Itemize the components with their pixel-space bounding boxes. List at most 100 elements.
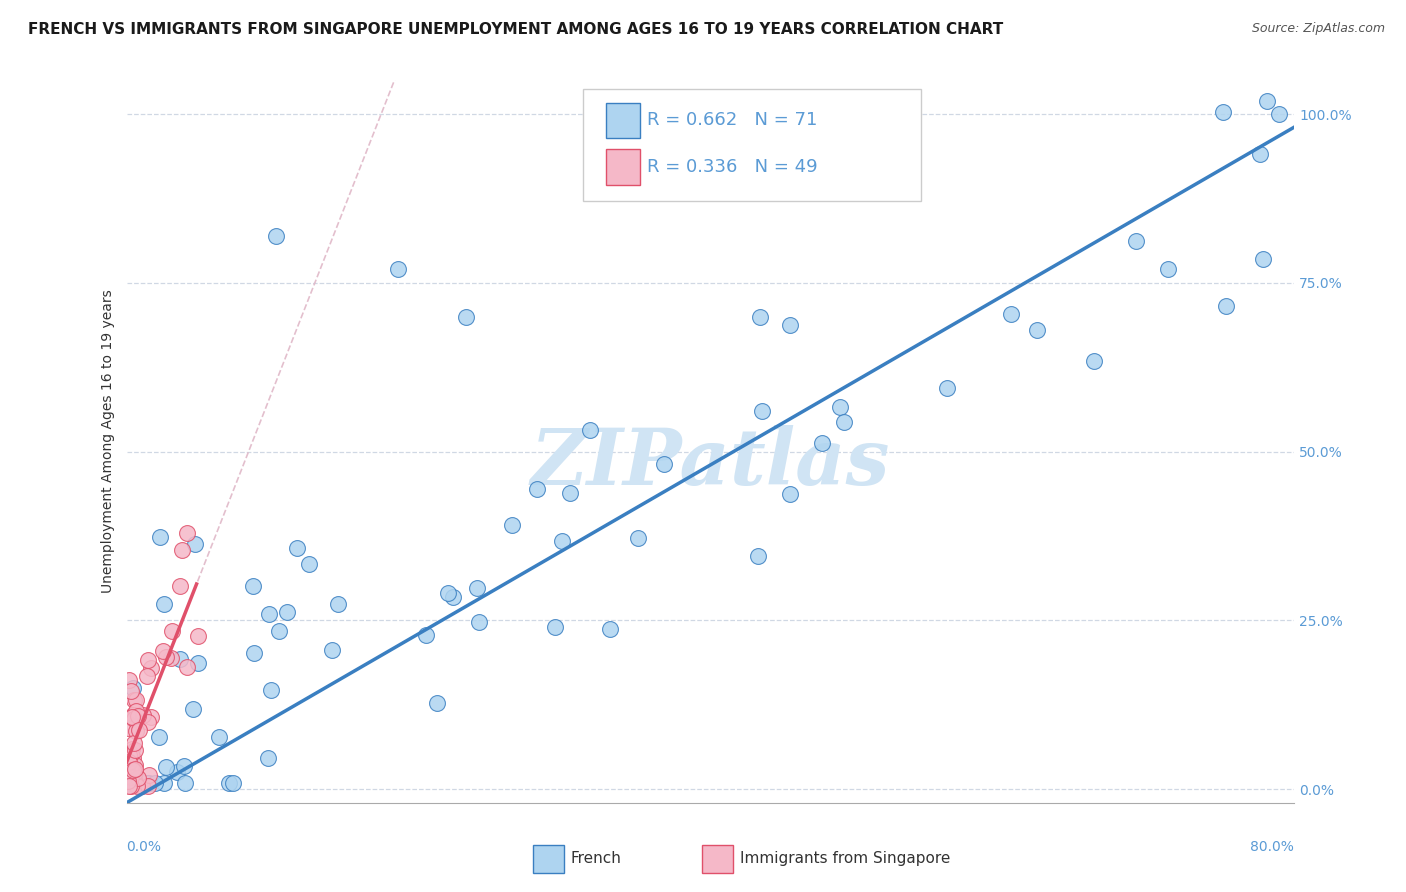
Point [468, 615, 491, 629]
Point [118, 774, 141, 789]
Point [124, 743, 146, 757]
Point [148, 730, 170, 744]
Text: ZIPatlas: ZIPatlas [530, 425, 890, 501]
Point [285, 541, 308, 555]
Point [751, 404, 773, 418]
Point [160, 650, 183, 665]
Point [121, 710, 143, 724]
Point [501, 518, 523, 533]
Point [811, 435, 834, 450]
Point [264, 228, 287, 243]
Point [118, 747, 141, 762]
Point [415, 628, 437, 642]
Point [132, 708, 155, 723]
Point [174, 775, 197, 789]
Point [578, 423, 600, 437]
Point [139, 660, 162, 674]
Point [1125, 234, 1147, 248]
Point [121, 742, 143, 756]
Point [321, 643, 343, 657]
Point [1000, 307, 1022, 321]
Point [176, 525, 198, 540]
Point [118, 673, 141, 687]
Point [120, 779, 142, 793]
Point [1215, 300, 1237, 314]
Point [127, 779, 149, 793]
Text: 80.0%: 80.0% [1250, 840, 1294, 854]
Point [131, 779, 153, 793]
Text: Immigrants from Singapore: Immigrants from Singapore [740, 851, 950, 865]
Point [208, 731, 231, 745]
Point [138, 775, 160, 789]
Point [124, 765, 146, 780]
Point [936, 381, 959, 395]
Point [276, 605, 298, 619]
Point [652, 457, 675, 471]
Point [1157, 262, 1180, 277]
Point [138, 653, 160, 667]
Point [183, 537, 205, 551]
Point [125, 723, 148, 738]
Point [256, 751, 278, 765]
Point [117, 774, 139, 789]
Point [166, 765, 188, 780]
Point [387, 262, 409, 277]
Point [326, 597, 349, 611]
Point [162, 624, 184, 639]
Point [441, 590, 464, 604]
Point [169, 651, 191, 665]
Point [121, 763, 143, 777]
Point [1026, 323, 1049, 337]
Point [136, 714, 159, 729]
Point [122, 775, 145, 789]
Point [779, 318, 801, 332]
Point [467, 581, 489, 595]
Point [269, 624, 291, 638]
Text: French: French [571, 851, 621, 865]
Point [1253, 252, 1275, 267]
Point [122, 707, 145, 722]
Point [187, 629, 209, 643]
Point [124, 758, 146, 772]
Text: R = 0.336   N = 49: R = 0.336 N = 49 [647, 158, 817, 176]
Point [117, 721, 139, 735]
Point [124, 712, 146, 726]
Point [155, 650, 177, 665]
Point [169, 579, 191, 593]
Point [298, 557, 321, 571]
Point [747, 549, 769, 563]
Point [120, 684, 142, 698]
Point [454, 310, 477, 324]
Point [120, 760, 142, 774]
Text: FRENCH VS IMMIGRANTS FROM SINGAPORE UNEMPLOYMENT AMONG AGES 16 TO 19 YEARS CORRE: FRENCH VS IMMIGRANTS FROM SINGAPORE UNEM… [28, 22, 1004, 37]
Point [558, 486, 581, 500]
Point [1083, 353, 1105, 368]
Point [1268, 107, 1291, 121]
Point [122, 751, 145, 765]
Point [124, 762, 146, 776]
Text: Source: ZipAtlas.com: Source: ZipAtlas.com [1251, 22, 1385, 36]
Point [120, 770, 142, 784]
Point [437, 585, 460, 599]
Point [242, 579, 264, 593]
Point [153, 597, 176, 611]
Point [626, 531, 648, 545]
Point [260, 683, 283, 698]
Point [257, 607, 280, 621]
Point [149, 530, 172, 544]
Point [426, 696, 449, 710]
Point [172, 543, 194, 558]
Point [218, 775, 240, 789]
Point [118, 775, 141, 789]
Point [749, 310, 772, 325]
Point [121, 775, 143, 789]
Point [128, 723, 150, 738]
Point [1212, 105, 1234, 120]
Point [550, 533, 572, 548]
Point [181, 702, 204, 716]
Point [173, 759, 195, 773]
Point [118, 755, 141, 769]
Point [152, 643, 174, 657]
Point [136, 669, 159, 683]
Point [136, 775, 159, 789]
